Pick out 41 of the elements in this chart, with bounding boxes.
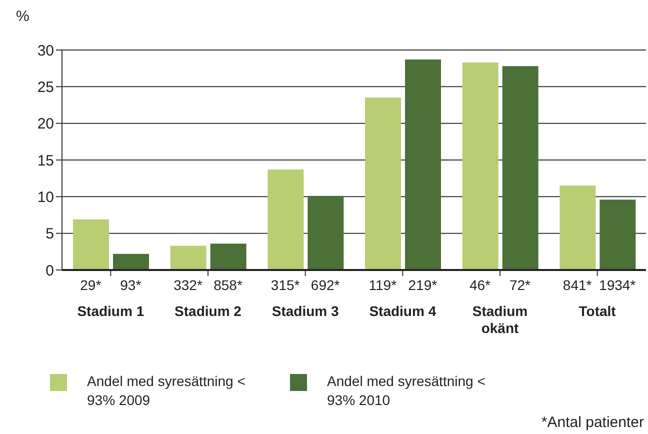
text: 219* <box>408 277 438 293</box>
text: 46* <box>469 277 492 293</box>
x-tick-label: Stadium 3 <box>272 303 339 319</box>
y-tick-label: 15 <box>37 152 54 170</box>
y-tick-label: 30 <box>37 42 54 60</box>
bar <box>365 98 401 270</box>
bar <box>113 254 149 270</box>
x-tick-label: Totalt <box>578 303 616 319</box>
text: 93* <box>120 277 142 293</box>
x-tick-label: Stadium 4 <box>369 303 436 319</box>
text: 332* <box>174 277 203 293</box>
y-tick-label: 0 <box>46 262 54 280</box>
legend-label: Andel med syresättning < 93% 2010 <box>327 372 486 410</box>
text: 692* <box>310 277 340 293</box>
text: 72* <box>509 277 532 293</box>
y-axis-title: % <box>16 8 30 25</box>
y-tick-label: 5 <box>46 226 54 243</box>
bar <box>405 60 441 270</box>
y-tick-label: 25 <box>37 78 54 96</box>
text: 1934* <box>599 277 636 293</box>
y-tick-label: 20 <box>37 116 54 133</box>
bar <box>308 196 344 270</box>
bar <box>210 244 246 270</box>
bar <box>268 170 304 270</box>
bar <box>502 66 538 270</box>
x-tick-label: Stadium 2 <box>174 303 242 319</box>
text: 315* <box>270 277 300 293</box>
bar <box>462 62 498 270</box>
text: 858* <box>214 277 243 293</box>
bar <box>73 219 109 270</box>
legend-label: Andel med syresättning < 93% 2009 <box>87 372 246 410</box>
y-tick-label: 10 <box>37 188 54 206</box>
text: 841* <box>562 277 592 293</box>
x-tick-label: Stadium okänt <box>472 303 528 336</box>
bar <box>600 200 636 270</box>
x-tick-label: Stadium 1 <box>77 303 144 319</box>
text: *Antal patienter <box>541 414 644 431</box>
text: 119* <box>368 277 398 293</box>
bar <box>170 246 206 270</box>
text: 29* <box>80 277 102 293</box>
bar <box>560 186 596 270</box>
